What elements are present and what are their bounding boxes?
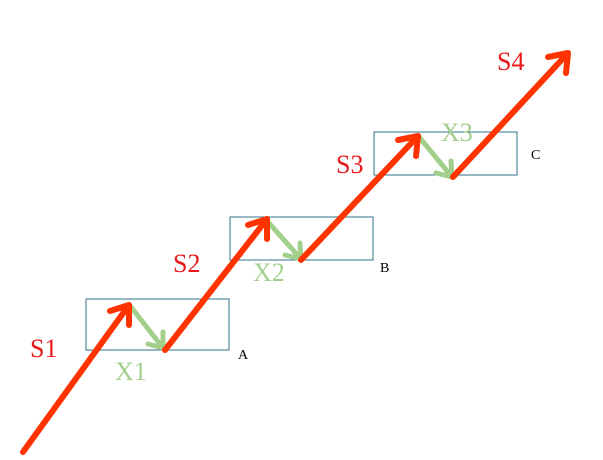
x2-label: X2 <box>253 258 285 287</box>
s4-label: S4 <box>497 47 524 76</box>
x1-arrow <box>128 304 166 351</box>
x1-label: X1 <box>115 357 147 386</box>
s1-label: S1 <box>30 334 57 363</box>
box-c-label: C <box>531 148 540 163</box>
s4-arrow <box>450 50 571 180</box>
s1-arrow <box>20 302 132 455</box>
s2-arrow <box>162 216 270 353</box>
box-a-label: A <box>238 348 249 363</box>
s3-label: S3 <box>336 150 363 179</box>
s2-label: S2 <box>173 249 200 278</box>
box-a <box>85 298 230 351</box>
x2-arrow <box>265 219 304 262</box>
s3-arrow <box>298 133 421 263</box>
x3-label: X3 <box>441 118 473 147</box>
box-b-label: B <box>380 261 389 276</box>
